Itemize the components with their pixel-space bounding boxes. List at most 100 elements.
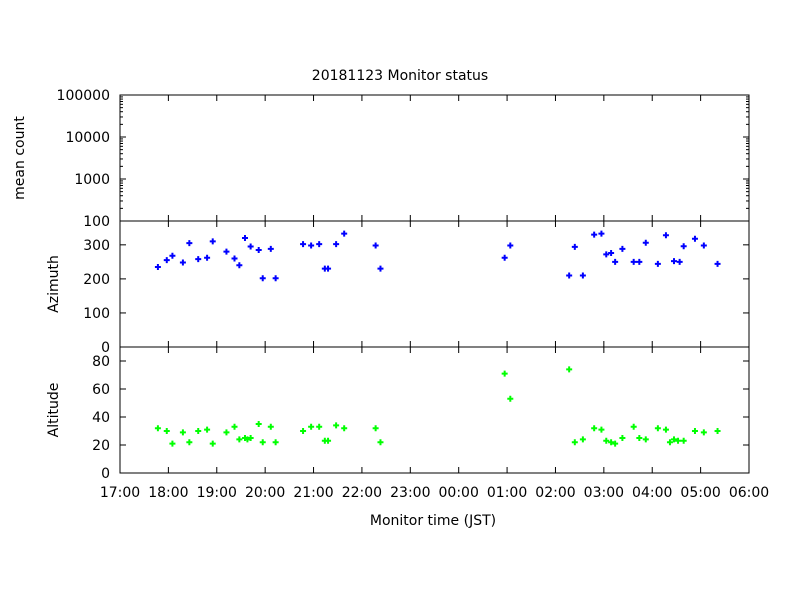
data-point — [636, 435, 643, 441]
data-point — [154, 425, 161, 432]
data-point — [267, 245, 274, 252]
data-point — [591, 231, 598, 238]
x-tick-label: 04:00 — [632, 485, 672, 501]
data-point — [676, 258, 683, 265]
data-point — [231, 423, 238, 430]
data-point — [700, 242, 707, 249]
data-point — [714, 428, 721, 434]
x-tick-label: 19:00 — [197, 485, 237, 501]
y-tick-label: 0 — [101, 466, 110, 482]
data-point — [169, 252, 176, 259]
chart-title: 20181123 Monitor status — [312, 68, 488, 84]
x-tick-label: 02:00 — [535, 485, 575, 501]
y-axis-label: Azimuth — [46, 255, 62, 313]
x-tick-label: 01:00 — [487, 485, 527, 501]
data-point — [231, 255, 238, 262]
data-point — [680, 243, 687, 250]
data-point — [671, 436, 678, 443]
data-point — [507, 395, 514, 402]
data-point — [341, 425, 348, 432]
x-axis-label: Monitor time (JST) — [370, 513, 496, 529]
data-point — [272, 275, 279, 282]
data-point — [630, 258, 637, 265]
x-tick-label: 03:00 — [584, 485, 624, 501]
data-point — [247, 243, 254, 250]
data-point — [169, 440, 176, 447]
data-point — [300, 241, 307, 248]
data-point — [209, 238, 216, 245]
data-point — [195, 256, 202, 263]
x-tick-label: 21:00 — [293, 485, 333, 501]
data-point — [209, 440, 216, 447]
x-tick-label: 06:00 — [729, 485, 769, 501]
data-point — [619, 245, 626, 252]
y-tick-label: 0 — [101, 340, 110, 356]
data-point — [608, 250, 615, 257]
y-axis-label: mean count — [12, 116, 28, 200]
data-point — [204, 426, 211, 433]
x-tick-label: 00:00 — [439, 485, 479, 501]
data-point — [612, 440, 619, 447]
data-point — [666, 439, 673, 446]
data-point — [598, 426, 605, 433]
x-tick-label: 23:00 — [390, 485, 430, 501]
data-point — [603, 251, 610, 258]
data-point — [598, 230, 605, 237]
y-tick-label: 1000 — [74, 172, 110, 188]
data-point — [204, 254, 211, 261]
data-point — [566, 272, 573, 279]
data-point — [566, 366, 573, 373]
data-point — [671, 258, 678, 265]
data-point — [654, 425, 661, 432]
data-point — [163, 428, 170, 434]
x-tick-label: 17:00 — [100, 485, 140, 501]
data-point — [195, 428, 202, 434]
data-point — [186, 240, 193, 247]
y-tick-label: 300 — [83, 238, 110, 254]
data-point — [691, 235, 698, 242]
data-point — [163, 257, 170, 264]
data-point — [236, 262, 243, 269]
data-point — [325, 265, 332, 272]
x-axis-ticks: 17:00 18:00 19:00 20:00 21:00 22:00 23:00 00:00… — [100, 485, 769, 501]
data-point — [186, 439, 193, 446]
data-point — [579, 436, 586, 443]
y-tick-label: 200 — [83, 272, 110, 288]
x-tick-label: 22:00 — [342, 485, 382, 501]
data-point — [579, 272, 586, 279]
data-point — [714, 260, 721, 267]
data-point — [691, 428, 698, 434]
data-point — [700, 429, 707, 436]
data-point — [654, 260, 661, 267]
panel-mean-count: 100 1000 10000 100000 mean count — [12, 88, 750, 230]
data-point — [325, 437, 332, 444]
data-point — [608, 439, 615, 446]
data-point — [267, 423, 274, 430]
panel-frame — [119, 346, 750, 474]
data-point — [372, 242, 379, 249]
x-tick-label: 05:00 — [680, 485, 720, 501]
data-point — [377, 265, 384, 272]
y-tick-label: 20 — [92, 438, 110, 454]
x-tick-label: 18:00 — [148, 485, 188, 501]
data-point — [642, 239, 649, 246]
data-point — [223, 429, 230, 436]
data-point — [316, 241, 323, 248]
data-point — [259, 439, 266, 446]
data-point — [662, 232, 669, 239]
data-point — [630, 423, 637, 430]
y-tick-label: 60 — [92, 382, 110, 398]
data-point — [300, 428, 307, 434]
data-point — [316, 423, 323, 430]
data-point — [603, 437, 610, 444]
data-point — [501, 254, 508, 261]
data-point — [247, 435, 254, 441]
data-point — [333, 241, 340, 248]
y-tick-label: 40 — [92, 410, 110, 426]
panel-altitude: 0 20 40 60 80 Altitude — [46, 346, 750, 482]
data-point — [259, 275, 266, 282]
panel-frame — [119, 94, 750, 222]
data-point — [619, 435, 626, 441]
